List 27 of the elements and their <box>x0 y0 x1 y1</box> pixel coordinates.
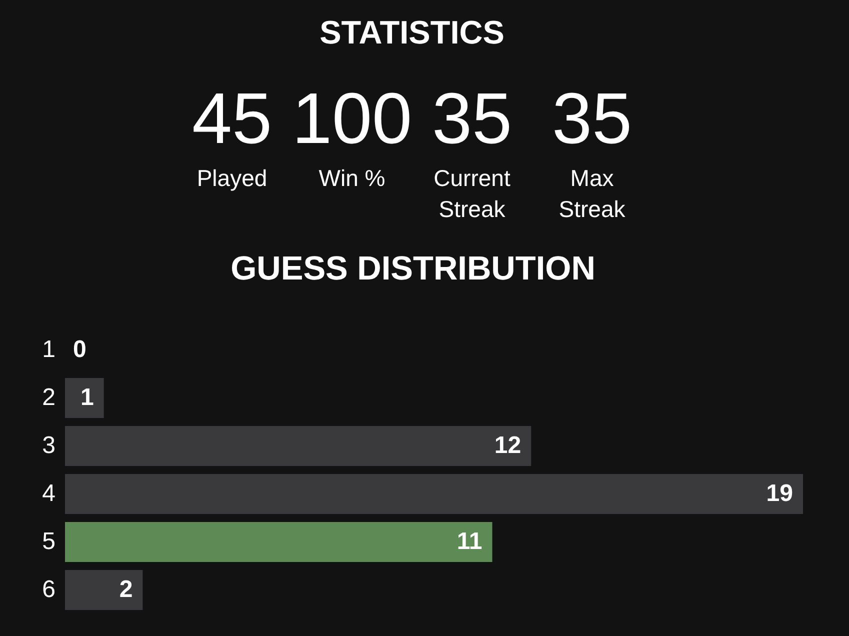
bar <box>65 474 803 514</box>
category-label: Win % <box>318 165 386 191</box>
bar <box>65 426 532 466</box>
y-tick-label: 2 <box>42 384 56 411</box>
y-tick-label: 4 <box>42 480 56 507</box>
data-label: 45 <box>192 79 272 159</box>
y-tick-label: 1 <box>42 336 56 363</box>
data-label: 0 <box>73 336 86 363</box>
y-tick-label: 5 <box>42 528 56 555</box>
category-label: Played <box>196 165 268 191</box>
y-tick-label: 3 <box>42 432 56 459</box>
bar <box>65 522 492 562</box>
bar <box>65 378 104 418</box>
data-label: 12 <box>494 432 522 459</box>
data-label: 2 <box>119 576 133 603</box>
data-label: 35 <box>432 79 512 159</box>
chart-title: GUESS DISTRIBUTION <box>230 250 596 288</box>
category-label: Current Streak <box>434 165 511 222</box>
bar <box>65 570 143 610</box>
data-label: 19 <box>766 480 793 507</box>
data-label: 100 <box>292 79 412 159</box>
data-label: 1 <box>80 384 94 411</box>
category-label: Max Streak <box>558 165 626 222</box>
y-tick-label: 6 <box>42 576 56 603</box>
text: STATISTICS <box>320 14 504 50</box>
data-label: 11 <box>456 528 482 555</box>
data-label: 35 <box>552 79 632 159</box>
